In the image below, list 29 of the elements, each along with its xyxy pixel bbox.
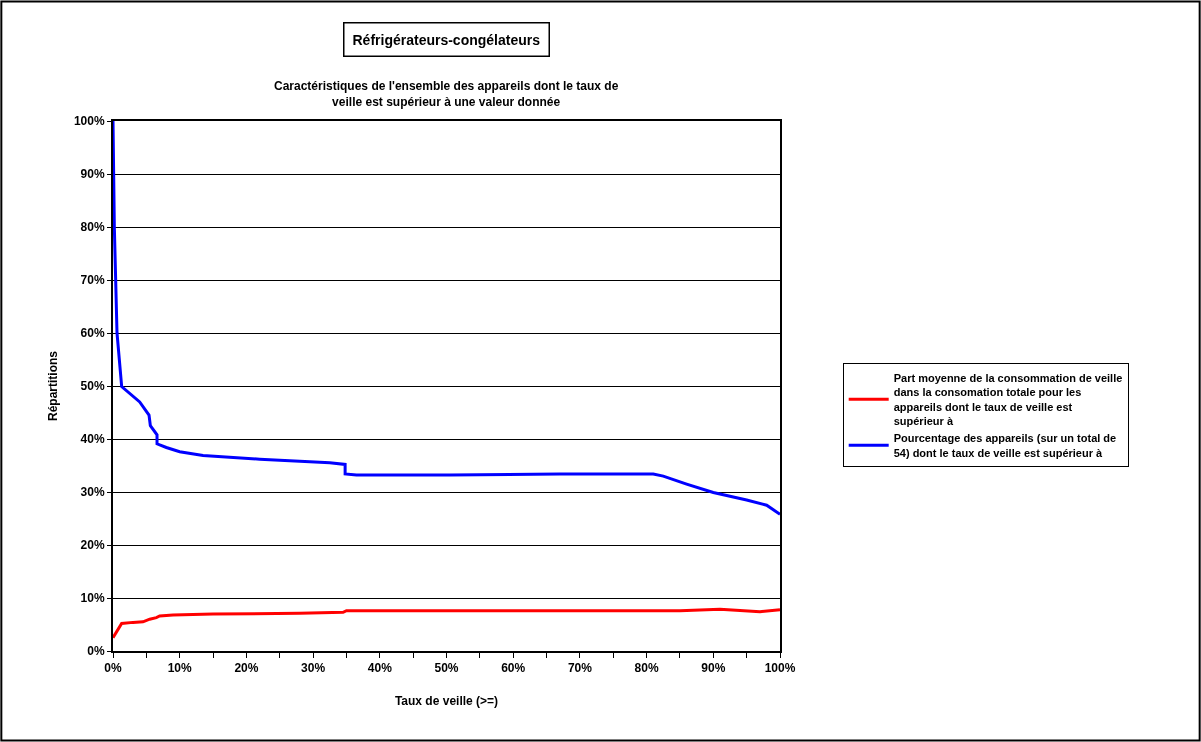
y-axis-title: Répartitions [45,350,60,422]
y-tick-label: 40% [80,432,105,447]
x-tick-label: 30% [301,661,326,676]
y-tick-label: 70% [80,273,105,288]
x-tick-label: 20% [234,661,259,676]
y-tick-label: 20% [80,538,105,553]
y-tick-label: 80% [80,220,105,235]
legend-label: Part moyenne de la consommation de veille dans la consomation totale pour les appareils dont le taux de veille est supérieur à [893,372,1123,427]
chart-subtitle: Caractéristiques de l'ensemble des appareils dont le taux de veille est supérieur à une valeur donnée [274,79,619,109]
y-tick-label: 60% [80,326,105,341]
x-axis-title: Taux de veille (>=) [394,693,499,708]
x-tick-label: 60% [501,661,526,676]
x-tick-label: 50% [434,661,459,676]
y-tick-label: 100% [73,114,105,129]
y-tick-label: 50% [80,379,105,394]
y-tick-label: 0% [87,644,105,659]
y-tick-label: 30% [80,485,105,500]
y-tick-label: 10% [80,591,105,606]
x-tick-label: 90% [701,661,726,676]
y-tick-label: 90% [80,167,105,182]
x-tick-label: 0% [104,661,122,676]
x-tick-label: 100% [764,661,796,676]
x-tick-label: 10% [167,661,193,676]
x-tick-label: 40% [367,661,393,676]
line-series [113,607,780,640]
x-tick-label: 80% [634,661,659,676]
x-tick-label: 70% [567,661,593,676]
legend-label: Pourcentage des appareils (sur un total de 54) dont le taux de veille est supérieur à [893,432,1117,459]
chart-title: Réfrigérateurs-congélateurs [352,31,541,48]
